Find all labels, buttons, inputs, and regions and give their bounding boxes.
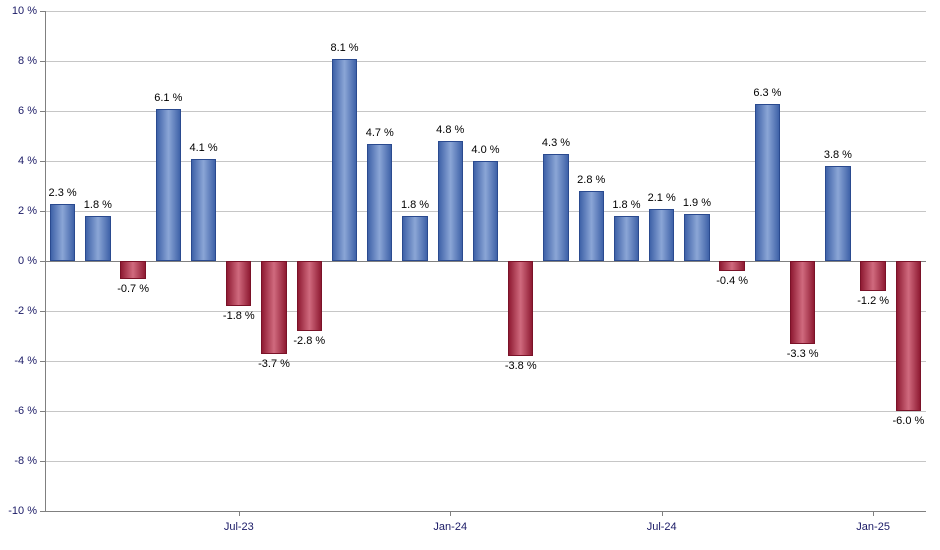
y-tick-label: 8 % <box>18 55 45 67</box>
bar <box>261 261 286 354</box>
bar <box>191 159 216 262</box>
bar <box>543 154 568 262</box>
bar-value-label: 6.3 % <box>753 87 781 99</box>
bar <box>297 261 322 331</box>
bar-value-label: -1.2 % <box>857 295 889 307</box>
bar-value-label: 4.0 % <box>471 144 499 156</box>
bar-value-label: 2.8 % <box>577 174 605 186</box>
plot-area: -10 %-8 %-6 %-4 %-2 %0 %2 %4 %6 %8 %10 %… <box>45 10 926 511</box>
bar <box>120 261 145 279</box>
bar-value-label: 1.8 % <box>401 199 429 211</box>
y-tick-label: -6 % <box>14 405 45 417</box>
bar <box>896 261 921 411</box>
bar-value-label: 2.3 % <box>49 187 77 199</box>
bar-value-label: -0.4 % <box>716 275 748 287</box>
bar <box>508 261 533 356</box>
bar-value-label: 1.9 % <box>683 197 711 209</box>
bar <box>50 204 75 262</box>
gridline <box>45 461 926 462</box>
x-tick-label: Jul-23 <box>224 511 254 533</box>
bar-value-label: -1.8 % <box>223 310 255 322</box>
bar <box>438 141 463 261</box>
y-tick-label: -8 % <box>14 455 45 467</box>
bar <box>684 214 709 262</box>
percent-change-bar-chart: -10 % -8 % -6 % -4 % -2 % 0 % 2 % 4 % 6 % 8 % 10 %… <box>0 0 940 550</box>
bar-value-label: -3.8 % <box>505 360 537 372</box>
bar <box>367 144 392 262</box>
bar-value-label: -2.8 % <box>293 335 325 347</box>
x-tick-label: Jul-24 <box>647 511 677 533</box>
bar-value-label: -6.0 % <box>892 415 924 427</box>
x-axis-line <box>45 511 926 512</box>
bar-value-label: 6.1 % <box>154 92 182 104</box>
bar-value-label: 4.8 % <box>436 124 464 136</box>
bar-value-label: -3.3 % <box>787 348 819 360</box>
bar-value-label: 2.1 % <box>648 192 676 204</box>
y-tick-label: -4 % <box>14 355 45 367</box>
gridline <box>45 11 926 12</box>
y-tick-label: 0 % <box>18 255 45 267</box>
bar <box>719 261 744 271</box>
x-tick-label: Jan-25 <box>856 511 890 533</box>
bar-value-label: 4.3 % <box>542 137 570 149</box>
bar <box>156 109 181 262</box>
y-tick-label: 10 % <box>12 5 45 17</box>
bar-value-label: -0.7 % <box>117 283 149 295</box>
x-tick-label: Jan-24 <box>433 511 467 533</box>
gridline <box>45 411 926 412</box>
bar <box>85 216 110 261</box>
bar <box>614 216 639 261</box>
y-axis-line <box>45 11 46 511</box>
gridline <box>45 61 926 62</box>
bar <box>860 261 885 291</box>
bar <box>473 161 498 261</box>
bar-value-label: 4.1 % <box>190 142 218 154</box>
bar <box>825 166 850 261</box>
y-tick-label: -2 % <box>14 305 45 317</box>
bar <box>332 59 357 262</box>
bar <box>579 191 604 261</box>
y-tick-label: 6 % <box>18 105 45 117</box>
bar-value-label: 1.8 % <box>84 199 112 211</box>
bar <box>649 209 674 262</box>
bar-value-label: 1.8 % <box>612 199 640 211</box>
bar <box>226 261 251 306</box>
bar-value-label: 3.8 % <box>824 149 852 161</box>
y-tick-label: -10 % <box>8 505 45 517</box>
bar <box>755 104 780 262</box>
y-tick-label: 4 % <box>18 155 45 167</box>
bar <box>790 261 815 344</box>
y-tick-label: 2 % <box>18 205 45 217</box>
bar-value-label: 8.1 % <box>330 42 358 54</box>
bar-value-label: 4.7 % <box>366 127 394 139</box>
gridline <box>45 361 926 362</box>
bar-value-label: -3.7 % <box>258 358 290 370</box>
bar <box>402 216 427 261</box>
